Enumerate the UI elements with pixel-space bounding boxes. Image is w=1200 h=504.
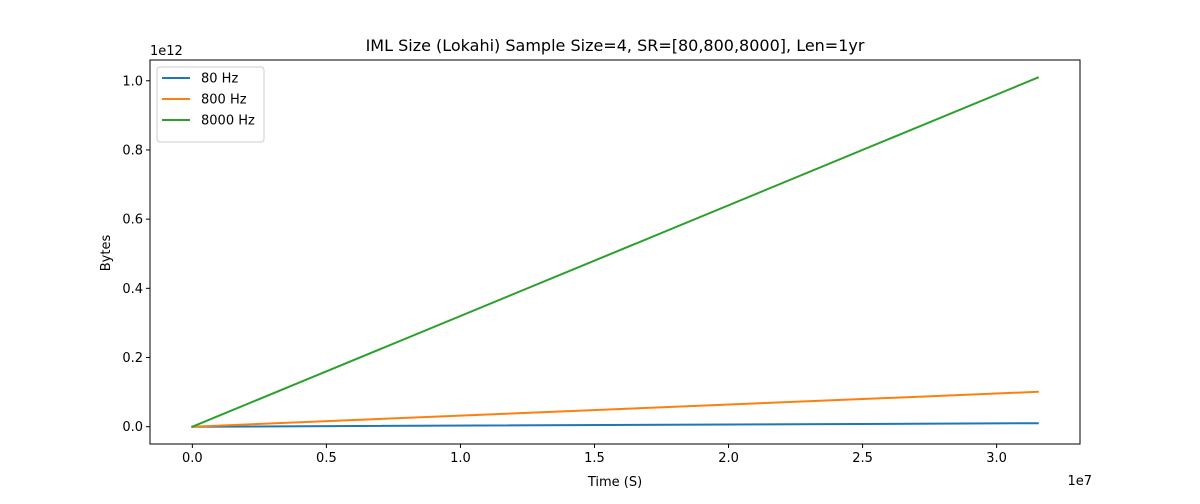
y-tick-label: 0.0 bbox=[122, 420, 143, 435]
y-tick-label: 0.2 bbox=[122, 351, 143, 366]
legend-box bbox=[156, 66, 265, 143]
x-tick-label: 2.0 bbox=[718, 451, 739, 466]
y-tick-label: 1.0 bbox=[122, 74, 143, 89]
legend-label: 8000 Hz bbox=[201, 114, 255, 129]
y-offset-text: 1e12 bbox=[150, 44, 183, 59]
x-tick-label: 0.0 bbox=[182, 451, 203, 466]
x-offset-text: 1e7 bbox=[1067, 474, 1092, 489]
x-tick-label: 2.5 bbox=[852, 451, 873, 466]
axis-ticks: 0.0 0.5 1.0 1.5 2.0 2.5 3.0 0.0 0.2 0.4 0.6 0.8 1.0 bbox=[122, 74, 1007, 466]
series-lines bbox=[191, 76, 1040, 429]
series-line-8000-hz bbox=[191, 76, 1040, 429]
x-tick-label: 0.5 bbox=[316, 451, 337, 466]
x-axis-label: Time (S) bbox=[587, 475, 642, 490]
y-tick-label: 0.6 bbox=[122, 213, 143, 228]
legend-label: 800 Hz bbox=[201, 93, 247, 108]
x-tick-label: 3.0 bbox=[986, 451, 1007, 466]
series-line-80-hz bbox=[191, 422, 1039, 428]
y-tick-label: 0.8 bbox=[122, 143, 143, 158]
legend: 80 Hz 800 Hz 8000 Hz bbox=[156, 66, 265, 143]
x-tick-label: 1.5 bbox=[584, 451, 605, 466]
y-axis-label: Bytes bbox=[99, 235, 114, 272]
plot-frame bbox=[149, 59, 1081, 445]
legend-label: 80 Hz bbox=[201, 72, 238, 87]
y-tick-label: 0.4 bbox=[122, 282, 143, 297]
series-line-800-hz bbox=[191, 390, 1039, 428]
chart-title: IML Size (Lokahi) Sample Size=4, SR=[80,… bbox=[366, 36, 865, 55]
x-tick-label: 1.0 bbox=[450, 451, 471, 466]
